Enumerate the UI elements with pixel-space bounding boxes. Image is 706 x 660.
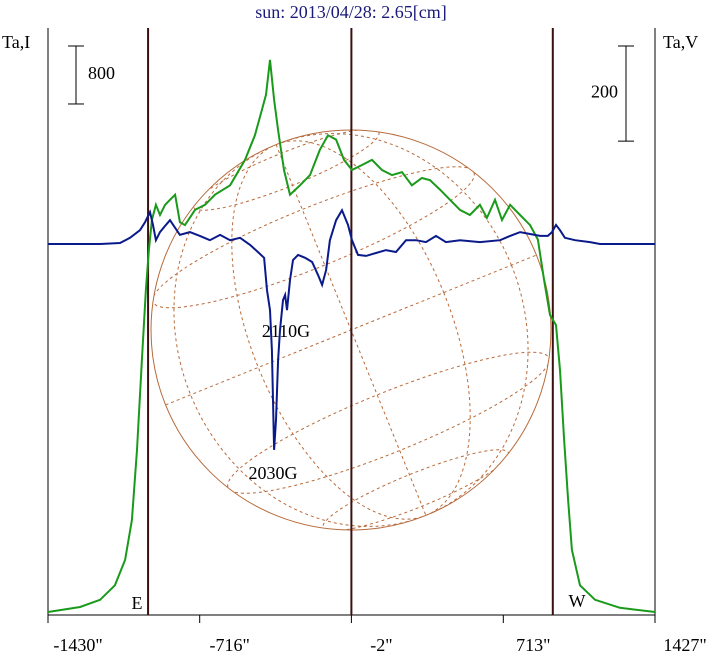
scale-bar-label: 800 (88, 63, 115, 83)
y-axis-label: Ta,I (2, 32, 30, 52)
x-tick-label: 1427" (663, 635, 706, 655)
annotation: W (569, 591, 586, 611)
y2-axis-label: Ta,V (663, 32, 698, 52)
chart-title: sun: 2013/04/28: 2.65[cm] (255, 2, 447, 22)
series-line (48, 207, 655, 450)
x-tick-label: 713" (516, 635, 550, 655)
scale-bar-label: 200 (591, 82, 618, 102)
annotation: 2030G (249, 463, 298, 483)
x-tick-label: -2" (370, 635, 392, 655)
annotation: E (132, 593, 143, 613)
x-tick-label: -1430" (53, 635, 102, 655)
annotation: 2110G (262, 321, 310, 341)
x-tick-label: -716" (210, 635, 250, 655)
